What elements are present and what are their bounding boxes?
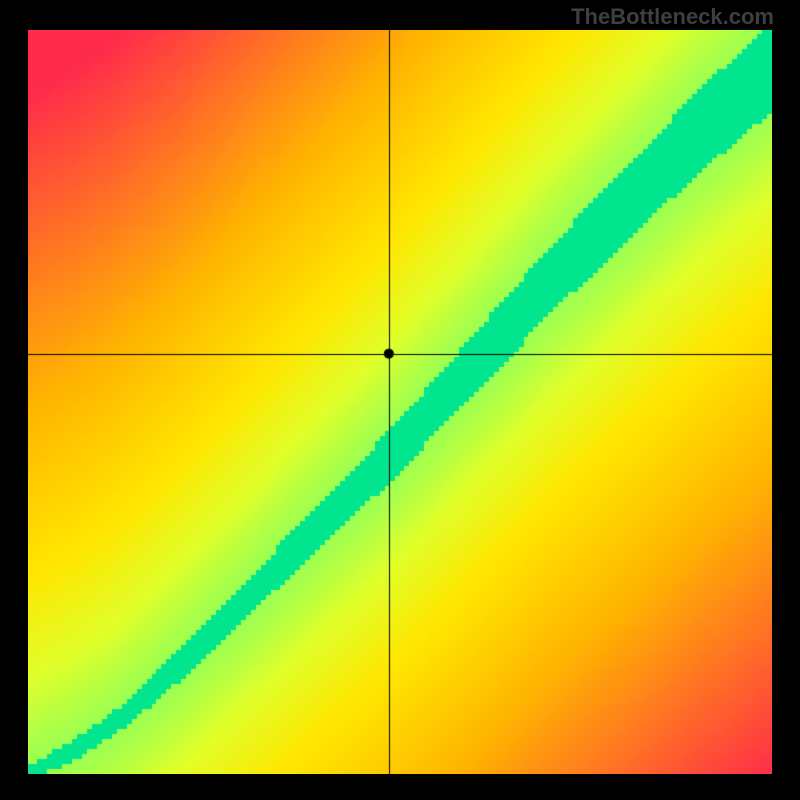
figure-frame: TheBottleneck.com (0, 0, 800, 800)
heatmap-plot (28, 30, 772, 774)
heatmap-canvas (28, 30, 772, 774)
watermark-text: TheBottleneck.com (571, 4, 774, 30)
